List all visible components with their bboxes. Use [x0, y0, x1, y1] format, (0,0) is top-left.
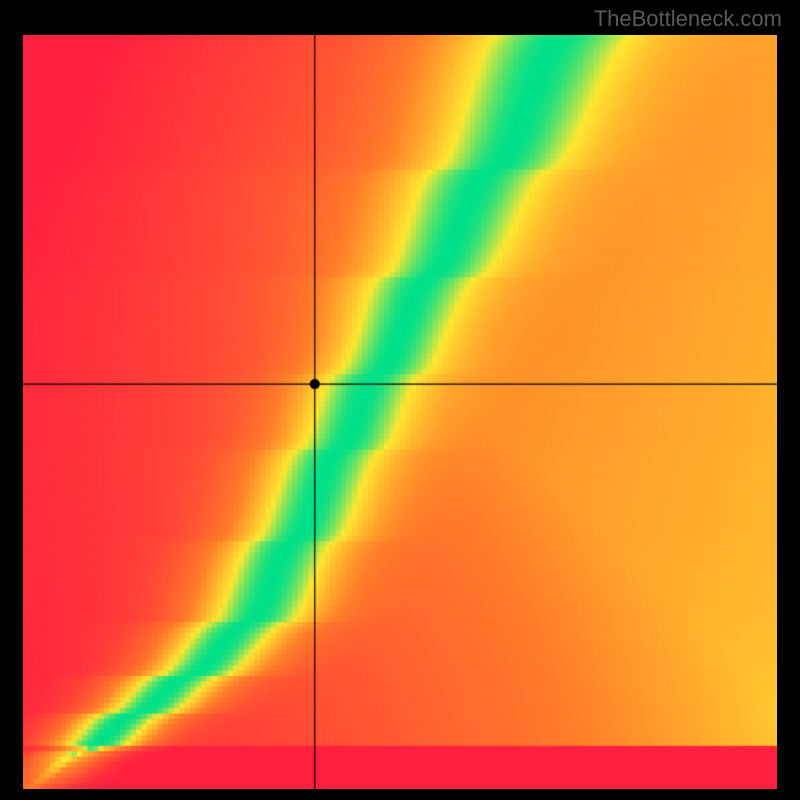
watermark-text: TheBottleneck.com: [594, 6, 782, 32]
heatmap-canvas: [23, 35, 777, 789]
chart-container: TheBottleneck.com: [0, 0, 800, 800]
heatmap-plot-area: [23, 35, 777, 789]
